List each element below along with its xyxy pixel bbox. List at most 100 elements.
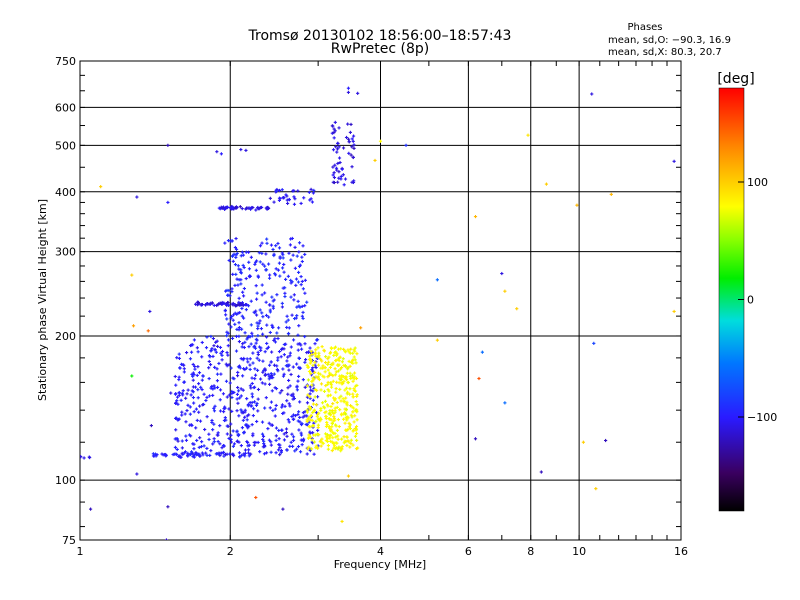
echo-point [229,437,233,442]
echo-point [217,361,221,366]
y-tick-label: 75 [62,534,76,547]
echo-point [215,150,219,154]
echo-point [239,278,243,282]
echo-point [267,375,271,379]
echo-point [341,146,346,150]
echo-point [194,453,198,457]
echo-point [312,408,316,412]
echo-point [182,370,186,374]
echo-point [211,354,215,359]
echo-point [337,145,341,149]
echo-point [236,365,241,369]
echo-point [228,381,232,385]
echo-point [235,277,239,281]
echo-point [303,385,307,389]
echo-point [335,147,340,151]
echo-point [339,449,343,453]
echo-point [266,315,271,319]
echo-point [345,400,349,404]
echo-point [303,291,307,295]
echo-point [256,387,261,392]
echo-point [335,168,339,172]
echo-point [253,262,257,266]
echo-point [252,310,256,314]
echo-point [288,243,293,247]
echo-point [286,318,290,322]
echo-point [241,253,245,257]
echo-point [266,345,271,349]
echo-point [283,294,287,299]
echo-point [292,195,296,199]
echo-point [270,295,274,299]
echo-point [333,410,337,414]
echo-point [283,291,287,295]
echo-point [255,321,259,325]
echo-point [210,384,214,389]
echo-point [268,196,272,200]
echo-point [197,410,201,414]
echo-point [155,453,159,457]
echo-point [284,320,288,324]
echo-point [404,143,408,147]
echo-point [240,314,244,318]
echo-point [174,401,178,405]
echo-point [256,334,260,338]
echo-point [198,454,202,458]
echo-point [320,345,324,349]
echo-point [263,382,267,386]
echo-point [199,444,204,449]
echo-point [311,398,315,402]
echo-point [336,161,340,166]
echo-point [290,444,295,448]
echo-point [215,385,220,390]
echo-point [203,303,208,307]
echo-point [231,272,235,276]
echo-point [335,428,340,433]
echo-point [331,361,335,365]
echo-point [326,404,330,408]
echo-point [281,253,285,257]
echo-point [174,428,178,432]
echo-point [239,147,243,152]
echo-point [192,447,196,451]
echo-point [194,426,198,430]
echo-point [230,452,234,456]
echo-point [354,428,358,432]
echo-point [239,387,243,391]
echo-point [314,348,318,352]
echo-point [218,409,223,413]
echo-point [250,392,254,396]
echo-point [324,414,328,419]
echo-point [301,438,305,442]
echo-point [337,424,341,429]
echo-point [252,443,256,447]
echo-point [263,264,267,268]
echo-point [223,405,227,409]
echo-point [373,158,377,163]
echo-point [332,171,336,175]
echo-point [270,389,274,393]
echo-point [207,432,211,436]
y-tick-label: 600 [55,101,76,114]
echo-point [249,386,253,390]
echo-point [590,92,594,96]
echo-point [331,374,335,378]
echo-point [274,434,278,438]
echo-point [262,452,267,456]
echo-point [175,395,180,399]
echo-point [284,193,288,197]
echo-point [282,438,287,442]
echo-point [289,440,293,444]
echo-point [305,410,310,414]
echo-point [275,293,279,297]
echo-point [301,378,305,382]
echo-point [306,350,311,354]
echo-point [273,414,277,418]
chart-title: Tromsø 20130102 18:56:00–18:57:43 [248,28,512,44]
echo-point [212,344,216,348]
echo-point [351,134,356,138]
echo-point [314,365,318,370]
echo-point [261,437,265,442]
echo-point [231,444,235,448]
echo-point [244,148,248,153]
